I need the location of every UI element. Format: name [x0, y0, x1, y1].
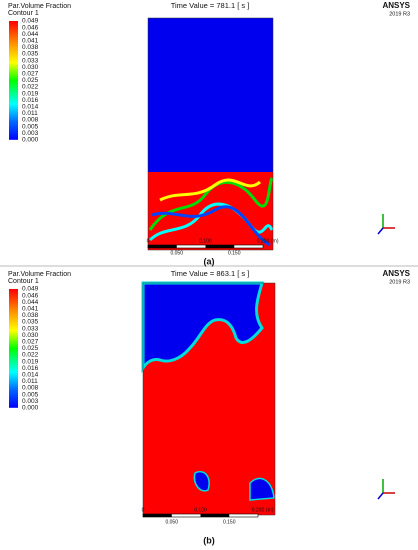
colorbar-label: 0.008 — [22, 117, 39, 124]
colorbar-label: 0.033 — [22, 325, 39, 332]
legend-title: Par.Volume Fraction — [8, 3, 71, 10]
blob — [249, 477, 275, 501]
colorbar-label: 0.041 — [22, 306, 39, 313]
colorbar-label: 0.035 — [22, 319, 39, 326]
colorbar-label: 0.027 — [22, 71, 39, 78]
colorbar — [9, 289, 18, 408]
scale-unit: (m) — [266, 507, 274, 513]
scale-label: 0 — [147, 238, 150, 244]
colorbar-label: 0.022 — [22, 352, 39, 359]
colorbar-label: 0.000 — [22, 137, 39, 144]
colorbar-label: 0.041 — [22, 38, 39, 45]
domain-border — [147, 17, 274, 251]
scale-bar-fill — [205, 245, 235, 248]
colorbar — [9, 21, 18, 140]
scale-label: 0 — [142, 507, 145, 513]
colorbar-label: 0.030 — [22, 64, 39, 71]
colorbar-label: 0.049 — [22, 18, 39, 25]
colorbar-label: 0.046 — [22, 24, 39, 31]
colorbar-label: 0.049 — [22, 286, 39, 293]
colorbar-label: 0.044 — [22, 31, 39, 38]
colorbar-label: 0.000 — [22, 405, 39, 412]
axis-triad — [377, 227, 384, 235]
scale-label: 0.200 — [257, 238, 270, 244]
colorbar-label: 0.011 — [22, 378, 38, 385]
colorbar-label: 0.011 — [22, 110, 38, 117]
colorbar-label: 0.003 — [22, 130, 39, 137]
mixing-streak — [148, 177, 274, 231]
scale-label: 0.050 — [170, 250, 183, 256]
colorbar-label: 0.005 — [22, 391, 39, 398]
colorbar-label: 0.014 — [22, 372, 39, 379]
colorbar-label: 0.003 — [22, 398, 39, 405]
blob — [193, 471, 210, 492]
colorbar-label: 0.025 — [22, 345, 39, 352]
caption: (b) — [203, 535, 215, 545]
scale-bar-fill — [143, 514, 172, 517]
caption: (a) — [204, 256, 215, 266]
axis-triad — [377, 492, 384, 500]
mixing-streak — [151, 205, 271, 247]
colorbar-label: 0.035 — [22, 51, 39, 58]
scale-label: 0.200 — [252, 507, 265, 513]
colorbar-label: 0.016 — [22, 365, 39, 372]
version: 2019 R3 — [389, 279, 410, 285]
logo: ANSYS — [382, 269, 410, 278]
legend-subtitle: Contour 1 — [8, 10, 39, 17]
scale-label: 0.150 — [223, 519, 236, 525]
mixing-streak — [148, 202, 274, 242]
colorbar-label: 0.019 — [22, 90, 39, 97]
scale-label: 0.050 — [165, 519, 178, 525]
scale-bar-fill — [200, 514, 230, 517]
time-label: Time Value = 863.1 [ s ] — [171, 269, 250, 278]
version: 2019 R3 — [389, 11, 410, 17]
colorbar-label: 0.038 — [22, 312, 39, 319]
colorbar-label: 0.038 — [22, 44, 39, 51]
domain-low — [148, 18, 273, 172]
colorbar-label: 0.025 — [22, 77, 39, 84]
colorbar-label: 0.030 — [22, 332, 39, 339]
scale-label: 0.100 — [199, 238, 212, 244]
legend-title: Par.Volume Fraction — [8, 271, 71, 278]
colorbar-label: 0.044 — [22, 299, 39, 306]
colorbar-label: 0.027 — [22, 339, 39, 346]
colorbar-label: 0.022 — [22, 84, 39, 91]
legend-subtitle: Contour 1 — [8, 278, 39, 285]
colorbar-label: 0.014 — [22, 104, 39, 111]
time-label: Time Value = 781.1 [ s ] — [171, 1, 250, 10]
colorbar-label: 0.033 — [22, 57, 39, 64]
logo: ANSYS — [382, 1, 410, 10]
scale-label: 0.100 — [194, 507, 207, 513]
mixing-streak — [159, 178, 261, 202]
scale-label: 0.150 — [228, 250, 241, 256]
scale-unit: (m) — [271, 238, 279, 244]
colorbar-label: 0.016 — [22, 97, 39, 104]
scale-bar-fill — [148, 245, 177, 248]
domain-low — [141, 281, 264, 374]
colorbar-label: 0.008 — [22, 385, 39, 392]
colorbar-label: 0.046 — [22, 292, 39, 299]
colorbar-label: 0.019 — [22, 358, 39, 365]
colorbar-label: 0.005 — [22, 123, 39, 130]
